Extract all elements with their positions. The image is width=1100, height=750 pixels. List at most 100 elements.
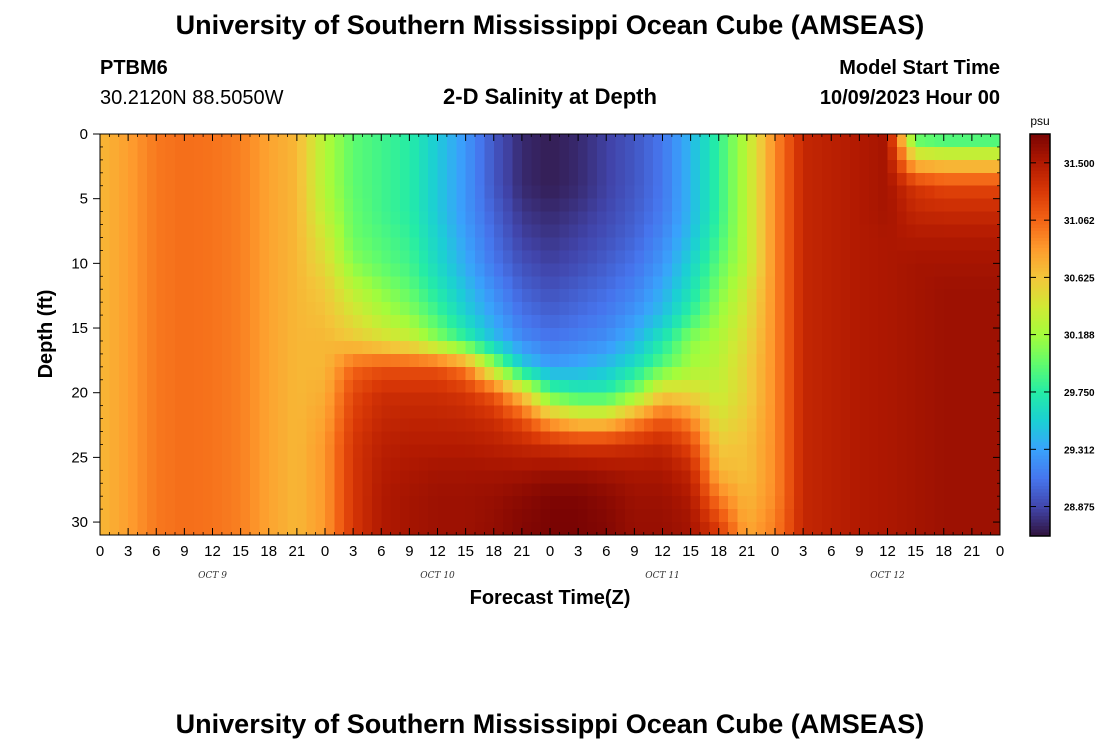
heatmap-cell	[803, 470, 814, 484]
heatmap-cell	[990, 444, 1001, 458]
heatmap-cell	[165, 483, 176, 497]
heatmap-cell	[981, 134, 992, 148]
heatmap-cell	[559, 185, 570, 200]
heatmap-cell	[456, 237, 467, 252]
heatmap-cell	[690, 444, 701, 458]
heatmap-cell	[231, 470, 242, 484]
heatmap-cell	[896, 315, 907, 329]
heatmap-cell	[231, 522, 242, 536]
heatmap-cell	[953, 431, 964, 446]
heatmap-cell	[756, 392, 767, 407]
heatmap-cell	[718, 340, 729, 355]
heatmap-cell	[165, 418, 176, 433]
heatmap-cell	[325, 224, 335, 239]
heatmap-cell	[737, 366, 748, 381]
heatmap-cell	[728, 328, 739, 342]
heatmap-cell	[146, 224, 157, 239]
heatmap-cell	[718, 392, 729, 407]
heatmap-cell	[203, 224, 214, 239]
heatmap-cell	[990, 379, 1001, 394]
x-tick-label: 18	[710, 543, 727, 560]
heatmap-cell	[353, 470, 364, 484]
heatmap-cell	[175, 392, 185, 407]
colorbar-segment	[1030, 167, 1050, 172]
heatmap-cell	[578, 405, 589, 420]
heatmap-cell	[831, 146, 842, 161]
heatmap-cell	[193, 457, 204, 471]
heatmap-cell	[700, 353, 710, 368]
heatmap-cell	[662, 483, 673, 497]
heatmap-cell	[231, 328, 242, 342]
heatmap-cell	[878, 522, 889, 536]
heatmap-cell	[175, 211, 185, 226]
heatmap-cell	[362, 392, 373, 407]
heatmap-cell	[521, 198, 532, 213]
heatmap-cell	[287, 185, 298, 200]
heatmap-cell	[428, 496, 439, 510]
heatmap-cell	[540, 211, 551, 226]
heatmap-cell	[803, 522, 814, 536]
heatmap-cell	[859, 379, 870, 394]
heatmap-cell	[240, 509, 251, 523]
heatmap-cell	[812, 431, 823, 446]
heatmap-cell	[709, 237, 720, 252]
heatmap-cell	[175, 457, 185, 471]
heatmap-cell	[850, 134, 860, 148]
heatmap-cell	[268, 457, 279, 471]
heatmap-cell	[540, 134, 551, 148]
heatmap-cell	[812, 483, 823, 497]
heatmap-cell	[109, 379, 120, 394]
heatmap-cell	[756, 418, 767, 433]
heatmap-cell	[559, 379, 570, 394]
heatmap-cell	[568, 237, 579, 252]
heatmap-cell	[512, 315, 523, 329]
heatmap-cell	[156, 134, 167, 148]
heatmap-cell	[184, 522, 195, 536]
heatmap-cell	[568, 146, 579, 161]
heatmap-cell	[109, 250, 120, 264]
heatmap-cell	[587, 366, 598, 381]
colorbar-segment	[1030, 445, 1050, 450]
heatmap-cell	[746, 457, 757, 471]
heatmap-cell	[700, 418, 710, 433]
heatmap-cell	[625, 237, 635, 252]
heatmap-cell	[109, 134, 120, 148]
heatmap-cell	[418, 237, 429, 252]
heatmap-cell	[334, 379, 345, 394]
heatmap-cell	[737, 522, 748, 536]
heatmap-cell	[268, 302, 279, 316]
heatmap-cell	[306, 198, 317, 213]
heatmap-cell	[531, 483, 542, 497]
heatmap-cell	[325, 418, 335, 433]
heatmap-cell	[925, 340, 935, 355]
heatmap-cell	[521, 185, 532, 200]
heatmap-cell	[268, 224, 279, 239]
x-tick-label: 0	[771, 543, 779, 560]
heatmap-cell	[540, 302, 551, 316]
heatmap-cell	[521, 457, 532, 471]
heatmap-cell	[381, 457, 392, 471]
heatmap-cell	[512, 159, 523, 174]
heatmap-cell	[390, 444, 401, 458]
heatmap-cell	[934, 483, 945, 497]
heatmap-cell	[906, 237, 917, 252]
heatmap-cell	[118, 211, 129, 226]
heatmap-cell	[765, 522, 776, 536]
heatmap-cell	[493, 224, 504, 239]
heatmap-cell	[700, 522, 710, 536]
heatmap-cell	[484, 483, 495, 497]
heatmap-cell	[128, 134, 139, 148]
heatmap-cell	[550, 250, 560, 264]
heatmap-cell	[981, 457, 992, 471]
heatmap-cell	[981, 431, 992, 446]
heatmap-cell	[409, 328, 420, 342]
heatmap-cell	[100, 315, 110, 329]
heatmap-cell	[531, 509, 542, 523]
colorbar-segment	[1030, 234, 1050, 239]
heatmap-cell	[962, 276, 973, 290]
heatmap-cell	[587, 185, 598, 200]
heatmap-cell	[831, 172, 842, 187]
heatmap-cell	[812, 522, 823, 536]
heatmap-cell	[231, 379, 242, 394]
heatmap-cell	[756, 328, 767, 342]
